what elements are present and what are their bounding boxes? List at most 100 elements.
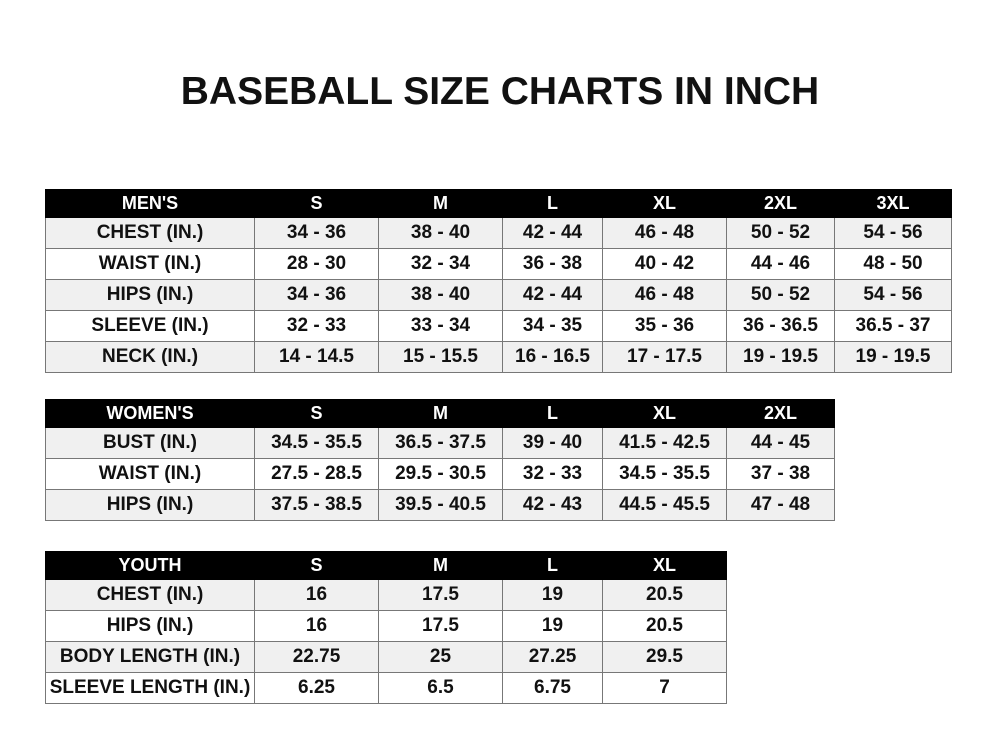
- size-value: 39 - 40: [502, 427, 603, 459]
- table-row: BUST (IN.) 34.5 - 35.5 36.5 - 37.5 39 - 40 4…: [45, 427, 835, 459]
- size-value: 32 - 34: [378, 248, 503, 280]
- size-header: M: [378, 189, 503, 218]
- table-row: HIPS (IN.) 37.5 - 38.5 39.5 - 40.5 42 - 43 4…: [45, 489, 835, 521]
- size-value: 29.5: [602, 641, 727, 673]
- size-header: M: [378, 551, 503, 580]
- size-value: 38 - 40: [378, 279, 503, 311]
- size-value: 34 - 36: [254, 217, 379, 249]
- measurement-label: HIPS (IN.): [45, 489, 255, 521]
- size-header: S: [254, 551, 379, 580]
- mens-size-table: MEN'S S M L XL 2XL 3XL CHEST (IN.) 34 - 36 38 - 4…: [45, 189, 952, 373]
- size-value: 39.5 - 40.5: [378, 489, 503, 521]
- measurement-label: BUST (IN.): [45, 427, 255, 459]
- size-value: 7: [602, 672, 727, 704]
- womens-size-table: WOMEN'S S M L XL 2XL BUST (IN.) 34.5 - 35.5 36.5…: [45, 399, 835, 521]
- table-row: NECK (IN.) 14 - 14.5 15 - 15.5 16 - 16.5 17 …: [45, 341, 952, 373]
- size-value: 46 - 48: [602, 279, 727, 311]
- size-header: XL: [602, 551, 727, 580]
- size-value: 42 - 43: [502, 489, 603, 521]
- category-header: MEN'S: [45, 189, 255, 218]
- size-value: 44 - 45: [726, 427, 835, 459]
- size-value: 34.5 - 35.5: [254, 427, 379, 459]
- size-value: 6.5: [378, 672, 503, 704]
- size-header: 2XL: [726, 189, 835, 218]
- size-value: 33 - 34: [378, 310, 503, 342]
- category-header: YOUTH: [45, 551, 255, 580]
- size-value: 16: [254, 610, 379, 642]
- measurement-label: SLEEVE LENGTH (IN.): [45, 672, 255, 704]
- size-header: XL: [602, 399, 727, 428]
- size-value: 19 - 19.5: [834, 341, 952, 373]
- table-row: HIPS (IN.) 34 - 36 38 - 40 42 - 44 46 - 48 50…: [45, 279, 952, 311]
- size-value: 42 - 44: [502, 217, 603, 249]
- size-value: 35 - 36: [602, 310, 727, 342]
- size-value: 36.5 - 37.5: [378, 427, 503, 459]
- table-row: SLEEVE LENGTH (IN.) 6.25 6.5 6.75 7: [45, 672, 727, 704]
- size-value: 6.75: [502, 672, 603, 704]
- size-value: 17 - 17.5: [602, 341, 727, 373]
- size-value: 37 - 38: [726, 458, 835, 490]
- size-value: 28 - 30: [254, 248, 379, 280]
- size-value: 50 - 52: [726, 279, 835, 311]
- size-value: 38 - 40: [378, 217, 503, 249]
- table-row: BODY LENGTH (IN.) 22.75 25 27.25 29.5: [45, 641, 727, 673]
- size-value: 6.25: [254, 672, 379, 704]
- table-row: HIPS (IN.) 16 17.5 19 20.5: [45, 610, 727, 642]
- page-title: BASEBALL SIZE CHARTS IN INCH: [180, 70, 820, 113]
- youth-size-table: YOUTH S M L XL CHEST (IN.) 16 17.5 19 20.5 HIPS (I…: [45, 551, 727, 704]
- size-value: 47 - 48: [726, 489, 835, 521]
- size-value: 20.5: [602, 610, 727, 642]
- size-value: 15 - 15.5: [378, 341, 503, 373]
- size-value: 37.5 - 38.5: [254, 489, 379, 521]
- size-value: 40 - 42: [602, 248, 727, 280]
- table-row: WAIST (IN.) 27.5 - 28.5 29.5 - 30.5 32 - 33…: [45, 458, 835, 490]
- size-header: L: [502, 189, 603, 218]
- measurement-label: SLEEVE (IN.): [45, 310, 255, 342]
- size-value: 19: [502, 579, 603, 611]
- size-value: 42 - 44: [502, 279, 603, 311]
- header-row: WOMEN'S S M L XL 2XL: [45, 399, 835, 428]
- size-value: 14 - 14.5: [254, 341, 379, 373]
- table-row: CHEST (IN.) 16 17.5 19 20.5: [45, 579, 727, 611]
- size-value: 41.5 - 42.5: [602, 427, 727, 459]
- size-value: 20.5: [602, 579, 727, 611]
- size-value: 34.5 - 35.5: [602, 458, 727, 490]
- size-header: S: [254, 189, 379, 218]
- size-value: 44 - 46: [726, 248, 835, 280]
- size-value: 34 - 35: [502, 310, 603, 342]
- size-value: 19: [502, 610, 603, 642]
- size-header: S: [254, 399, 379, 428]
- table-row: SLEEVE (IN.) 32 - 33 33 - 34 34 - 35 35 - 36…: [45, 310, 952, 342]
- size-value: 50 - 52: [726, 217, 835, 249]
- size-value: 27.5 - 28.5: [254, 458, 379, 490]
- size-value: 44.5 - 45.5: [602, 489, 727, 521]
- measurement-label: CHEST (IN.): [45, 217, 255, 249]
- size-value: 48 - 50: [834, 248, 952, 280]
- size-value: 32 - 33: [502, 458, 603, 490]
- table-row: CHEST (IN.) 34 - 36 38 - 40 42 - 44 46 - 48 5…: [45, 217, 952, 249]
- size-header: L: [502, 399, 603, 428]
- category-header: WOMEN'S: [45, 399, 255, 428]
- size-header: 2XL: [726, 399, 835, 428]
- size-value: 27.25: [502, 641, 603, 673]
- size-value: 22.75: [254, 641, 379, 673]
- size-header: L: [502, 551, 603, 580]
- measurement-label: NECK (IN.): [45, 341, 255, 373]
- size-value: 34 - 36: [254, 279, 379, 311]
- size-value: 46 - 48: [602, 217, 727, 249]
- measurement-label: HIPS (IN.): [45, 279, 255, 311]
- size-value: 54 - 56: [834, 279, 952, 311]
- size-value: 29.5 - 30.5: [378, 458, 503, 490]
- measurement-label: WAIST (IN.): [45, 248, 255, 280]
- size-value: 17.5: [378, 579, 503, 611]
- size-header: 3XL: [834, 189, 952, 218]
- measurement-label: WAIST (IN.): [45, 458, 255, 490]
- size-value: 16 - 16.5: [502, 341, 603, 373]
- table-row: WAIST (IN.) 28 - 30 32 - 34 36 - 38 40 - 42 4…: [45, 248, 952, 280]
- size-value: 16: [254, 579, 379, 611]
- measurement-label: HIPS (IN.): [45, 610, 255, 642]
- size-value: 36 - 36.5: [726, 310, 835, 342]
- size-value: 32 - 33: [254, 310, 379, 342]
- measurement-label: CHEST (IN.): [45, 579, 255, 611]
- size-header: XL: [602, 189, 727, 218]
